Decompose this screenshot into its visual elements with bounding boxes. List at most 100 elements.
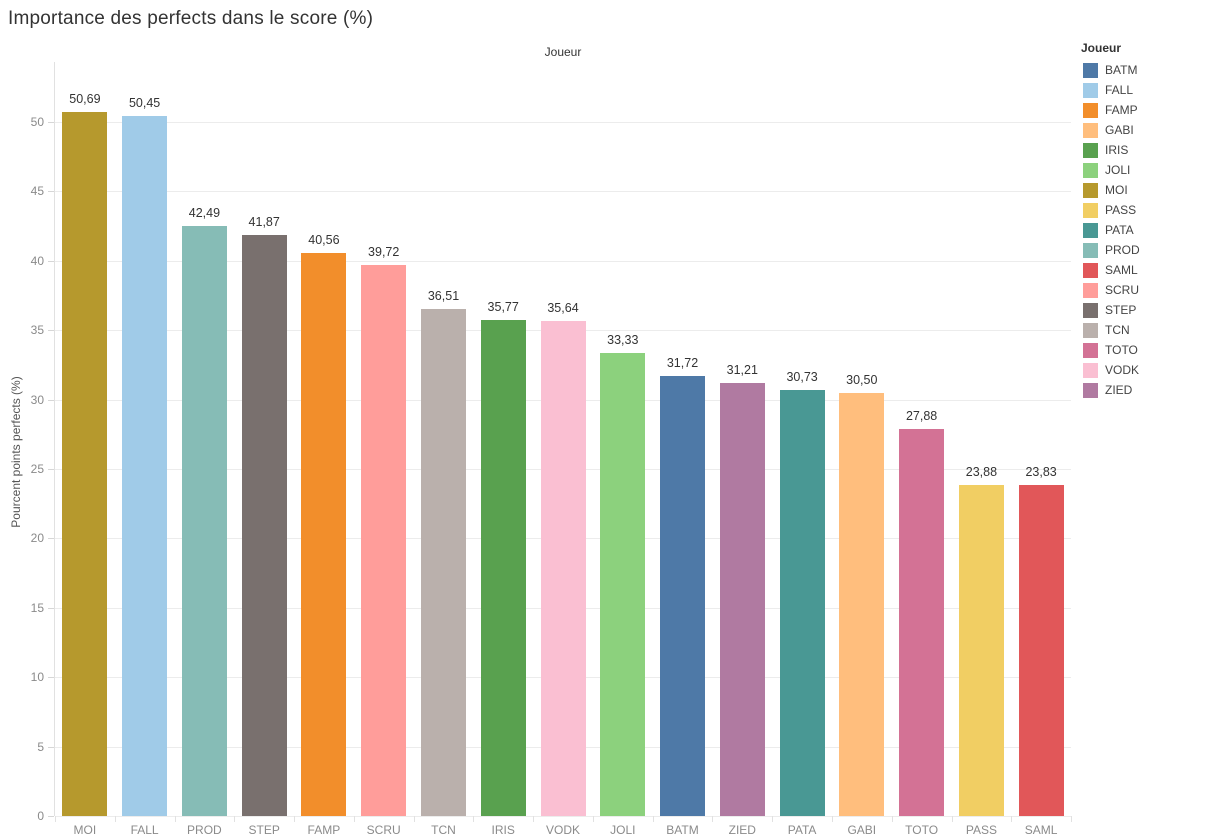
legend-swatch-SCRU xyxy=(1083,282,1098,298)
legend-swatch-VODK xyxy=(1083,362,1098,378)
legend-item-FAMP[interactable]: FAMP xyxy=(1083,102,1138,118)
category-tick xyxy=(1071,816,1072,822)
category-tick xyxy=(533,816,535,822)
legend-item-PASS[interactable]: PASS xyxy=(1083,202,1136,218)
x-label-VODK: VODK xyxy=(545,823,580,837)
gridline-40 xyxy=(55,260,1071,262)
legend-item-JOLI[interactable]: JOLI xyxy=(1083,162,1130,178)
bar-TCN[interactable] xyxy=(421,309,466,816)
bar-value-SAML: 23,83 xyxy=(1025,465,1057,480)
category-tick xyxy=(831,816,833,822)
bar-PATA[interactable] xyxy=(779,389,825,816)
category-tick xyxy=(234,816,236,822)
y-tick-0 xyxy=(48,816,54,817)
bar-IRIS[interactable] xyxy=(480,319,526,816)
gridline-45 xyxy=(55,191,1071,193)
bar-ZIED[interactable] xyxy=(719,382,765,816)
bar-FAMP[interactable] xyxy=(301,253,347,816)
y-tick-label-30: 30 xyxy=(30,392,44,407)
legend-label-PASS: PASS xyxy=(1105,203,1137,217)
column-header-joueur: Joueur xyxy=(544,45,582,59)
legend-item-PROD[interactable]: PROD xyxy=(1083,242,1140,258)
bar-FALL[interactable] xyxy=(122,115,168,816)
legend-swatch-IRIS xyxy=(1083,142,1098,158)
y-tick-label-50: 50 xyxy=(30,115,44,129)
legend-label-TOTO: TOTO xyxy=(1105,343,1138,357)
y-axis-line xyxy=(54,62,55,816)
y-tick-10 xyxy=(48,677,54,679)
y-tick-label-20: 20 xyxy=(30,531,44,546)
category-tick xyxy=(652,816,654,822)
bar-value-BATM: 31,72 xyxy=(666,355,699,370)
category-tick xyxy=(712,816,714,822)
legend-swatch-PASS xyxy=(1083,202,1098,218)
legend-label-STEP: STEP xyxy=(1105,303,1137,317)
x-label-TOTO: TOTO xyxy=(905,823,939,837)
x-label-ZIED: ZIED xyxy=(728,823,756,837)
legend-item-MOI[interactable]: MOI xyxy=(1083,182,1128,198)
legend-swatch-BATM xyxy=(1083,62,1098,78)
x-label-FALL: FALL xyxy=(130,823,159,837)
bar-PASS[interactable] xyxy=(958,484,1004,816)
x-label-PASS: PASS xyxy=(965,823,997,837)
legend-label-PATA: PATA xyxy=(1105,223,1134,237)
legend-item-ZIED[interactable]: ZIED xyxy=(1083,382,1132,398)
category-tick xyxy=(353,816,355,822)
legend-item-FALL[interactable]: FALL xyxy=(1083,82,1133,98)
bar-VODK[interactable] xyxy=(540,321,586,816)
legend-swatch-TCN xyxy=(1083,322,1098,338)
legend-item-VODK[interactable]: VODK xyxy=(1083,362,1139,378)
x-label-TCN: TCN xyxy=(431,823,456,837)
x-label-FAMP: FAMP xyxy=(307,823,341,837)
bar-MOI[interactable] xyxy=(62,112,108,816)
bar-SCRU[interactable] xyxy=(361,264,407,816)
category-tick xyxy=(174,816,176,822)
y-tick-20 xyxy=(48,538,54,540)
bar-SAML[interactable] xyxy=(1018,485,1064,816)
legend-title: Joueur xyxy=(1081,41,1122,55)
legend-swatch-FAMP xyxy=(1083,102,1098,118)
category-tick xyxy=(1011,816,1013,822)
category-tick xyxy=(951,816,953,822)
x-label-SAML: SAML xyxy=(1024,823,1058,837)
chart-title: Importance des perfects dans le score (%… xyxy=(8,8,374,29)
gridline-50 xyxy=(55,122,1071,123)
legend-swatch-ZIED xyxy=(1083,382,1098,398)
legend-item-PATA[interactable]: PATA xyxy=(1083,222,1134,238)
bar-JOLI[interactable] xyxy=(600,353,646,816)
bar-STEP[interactable] xyxy=(241,234,287,816)
legend-swatch-PATA xyxy=(1083,222,1098,238)
bar-GABI[interactable] xyxy=(839,392,885,816)
legend-label-GABI: GABI xyxy=(1105,123,1134,137)
legend-item-STEP[interactable]: STEP xyxy=(1083,302,1136,318)
legend-item-SAML[interactable]: SAML xyxy=(1083,262,1138,278)
bar-TOTO[interactable] xyxy=(899,429,945,816)
bar-BATM[interactable] xyxy=(660,375,705,816)
x-label-BATM: BATM xyxy=(666,823,699,837)
bar-value-VODK: 35,64 xyxy=(547,301,579,316)
x-label-PROD: PROD xyxy=(187,823,222,837)
y-tick-40 xyxy=(48,260,54,262)
bar-value-IRIS: 35,77 xyxy=(487,299,519,314)
bar-PROD[interactable] xyxy=(181,226,227,816)
y-tick-45 xyxy=(48,191,54,193)
legend-item-BATM[interactable]: BATM xyxy=(1083,62,1137,78)
y-tick-30 xyxy=(48,399,54,401)
x-label-JOLI: JOLI xyxy=(610,823,636,837)
legend-swatch-JOLI xyxy=(1083,162,1098,178)
y-tick-label-25: 25 xyxy=(30,462,44,476)
legend-label-IRIS: IRIS xyxy=(1105,143,1129,157)
category-tick xyxy=(473,816,475,822)
legend-label-FALL: FALL xyxy=(1105,83,1134,97)
legend-item-SCRU[interactable]: SCRU xyxy=(1083,282,1139,298)
legend-swatch-PROD xyxy=(1083,242,1098,258)
legend-label-MOI: MOI xyxy=(1105,183,1128,197)
bar-value-TOTO: 27,88 xyxy=(905,409,938,423)
bar-value-SCRU: 39,72 xyxy=(368,244,400,259)
category-tick xyxy=(55,816,56,822)
legend-item-TCN[interactable]: TCN xyxy=(1083,322,1130,338)
legend-item-TOTO[interactable]: TOTO xyxy=(1083,342,1138,358)
legend-item-GABI[interactable]: GABI xyxy=(1083,122,1134,138)
legend-item-IRIS[interactable]: IRIS xyxy=(1083,142,1128,158)
x-label-GABI: GABI xyxy=(847,823,877,837)
